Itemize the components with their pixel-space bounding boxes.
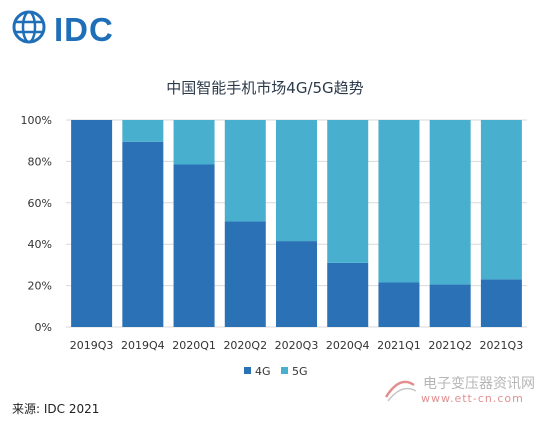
- legend-swatch-4g: [244, 367, 251, 374]
- idc-logo: IDC: [12, 10, 122, 48]
- x-tick-label: 2020Q1: [172, 339, 216, 352]
- legend-label-5g: 5G: [292, 365, 308, 378]
- bar-4g-2021q1: [378, 282, 420, 327]
- x-tick-labels: 2019Q3 2019Q4 2020Q1 2020Q2 2020Q3 2020Q4 2021…: [70, 339, 523, 352]
- bar-5g-2021q1: [378, 120, 420, 283]
- bar-5g-2019q4: [122, 120, 164, 142]
- y-tick-label: 0%: [35, 321, 52, 334]
- bar-5g-2021q3: [480, 120, 522, 280]
- x-tick-label: 2021Q1: [377, 339, 421, 352]
- legend-swatch-5g: [281, 367, 288, 374]
- x-tick-label: 2019Q3: [70, 339, 114, 352]
- watermark-logo-icon: [384, 380, 417, 402]
- y-tick-label: 100%: [21, 114, 52, 127]
- legend: 4G 5G: [244, 365, 308, 378]
- watermark-title: 电子变压器资讯网: [423, 376, 535, 392]
- bar-4g-2021q2: [429, 284, 471, 327]
- bar-4g-2020q1: [173, 164, 215, 327]
- bar-4g-2020q2: [224, 221, 266, 327]
- bar-4g-2021q3: [480, 279, 522, 327]
- legend-label-4g: 4G: [255, 365, 271, 378]
- x-tick-label: 2021Q2: [428, 339, 472, 352]
- bar-4g-2019q3: [71, 120, 113, 327]
- chart-title: 中国智能手机市场4G/5G趋势: [166, 79, 363, 97]
- globe-icon: [12, 10, 46, 44]
- y-tick-label: 40%: [28, 238, 52, 251]
- x-tick-label: 2020Q2: [223, 339, 267, 352]
- bar-5g-2020q1: [173, 120, 215, 165]
- bars: [71, 120, 522, 327]
- bar-4g-2020q4: [327, 262, 369, 327]
- y-tick-label: 60%: [28, 197, 52, 210]
- x-tick-label: 2019Q4: [121, 339, 165, 352]
- y-tick-labels: 0% 20% 40% 60% 80% 100%: [21, 114, 52, 334]
- x-tick-label: 2020Q3: [275, 339, 319, 352]
- x-tick-label: 2020Q4: [326, 339, 370, 352]
- bar-4g-2019q4: [122, 141, 164, 327]
- bar-5g-2021q2: [429, 120, 471, 285]
- watermark: 电子变压器资讯网 www.ett-cn.com: [378, 373, 543, 411]
- bar-4g-2020q3: [276, 241, 317, 327]
- bar-5g-2020q2: [224, 120, 266, 222]
- x-tick-label: 2021Q3: [480, 339, 524, 352]
- bar-5g-2020q4: [327, 120, 369, 263]
- logo-text: IDC: [54, 11, 114, 48]
- source-note: 来源: IDC 2021: [12, 402, 100, 416]
- y-tick-label: 80%: [28, 155, 52, 168]
- y-tick-label: 20%: [28, 280, 52, 293]
- watermark-url: www.ett-cn.com: [421, 392, 524, 405]
- bar-5g-2020q3: [276, 120, 317, 242]
